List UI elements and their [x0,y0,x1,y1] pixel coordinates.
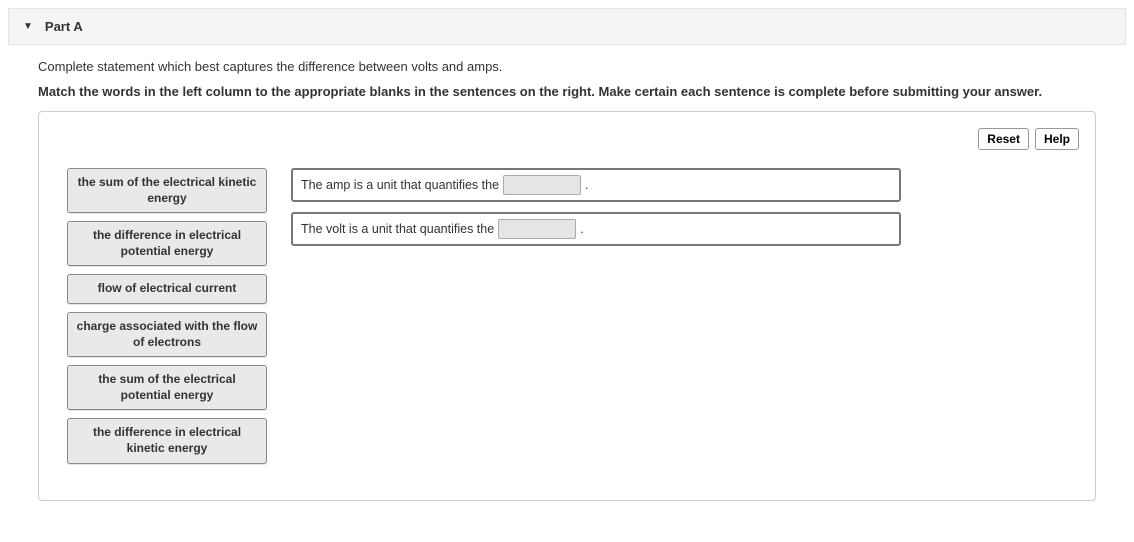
collapse-caret-icon: ▼ [23,21,33,32]
sentence-box: The volt is a unit that quantifies the . [291,212,901,246]
target-column: The amp is a unit that quantifies the . … [291,168,901,246]
columns: the sum of the electrical kinetic energy… [55,168,1079,464]
sentence-prefix: The amp is a unit that quantifies the [301,178,499,192]
help-button[interactable]: Help [1035,128,1079,150]
sentence-box: The amp is a unit that quantifies the . [291,168,901,202]
drag-item[interactable]: the difference in electrical kinetic ene… [67,418,267,463]
instruction-text: Match the words in the left column to th… [38,84,1096,99]
part-title: Part A [45,19,83,34]
blank-slot[interactable] [498,219,576,239]
part-body: Complete statement which best captures t… [8,45,1126,515]
drag-item[interactable]: the sum of the electrical potential ener… [67,365,267,410]
part-header[interactable]: ▼ Part A [8,8,1126,45]
question-text: Complete statement which best captures t… [38,59,1096,74]
source-column: the sum of the electrical kinetic energy… [67,168,267,464]
sentence-prefix: The volt is a unit that quantifies the [301,222,494,236]
sentence-suffix: . [580,222,583,236]
sentence-suffix: . [585,178,588,192]
reset-button[interactable]: Reset [978,128,1029,150]
drag-item[interactable]: flow of electrical current [67,274,267,304]
drag-item[interactable]: the sum of the electrical kinetic energy [67,168,267,213]
blank-slot[interactable] [503,175,581,195]
drag-item[interactable]: the difference in electrical potential e… [67,221,267,266]
work-area: Reset Help the sum of the electrical kin… [38,111,1096,501]
drag-item[interactable]: charge associated with the flow of elect… [67,312,267,357]
toolbar: Reset Help [55,128,1079,150]
